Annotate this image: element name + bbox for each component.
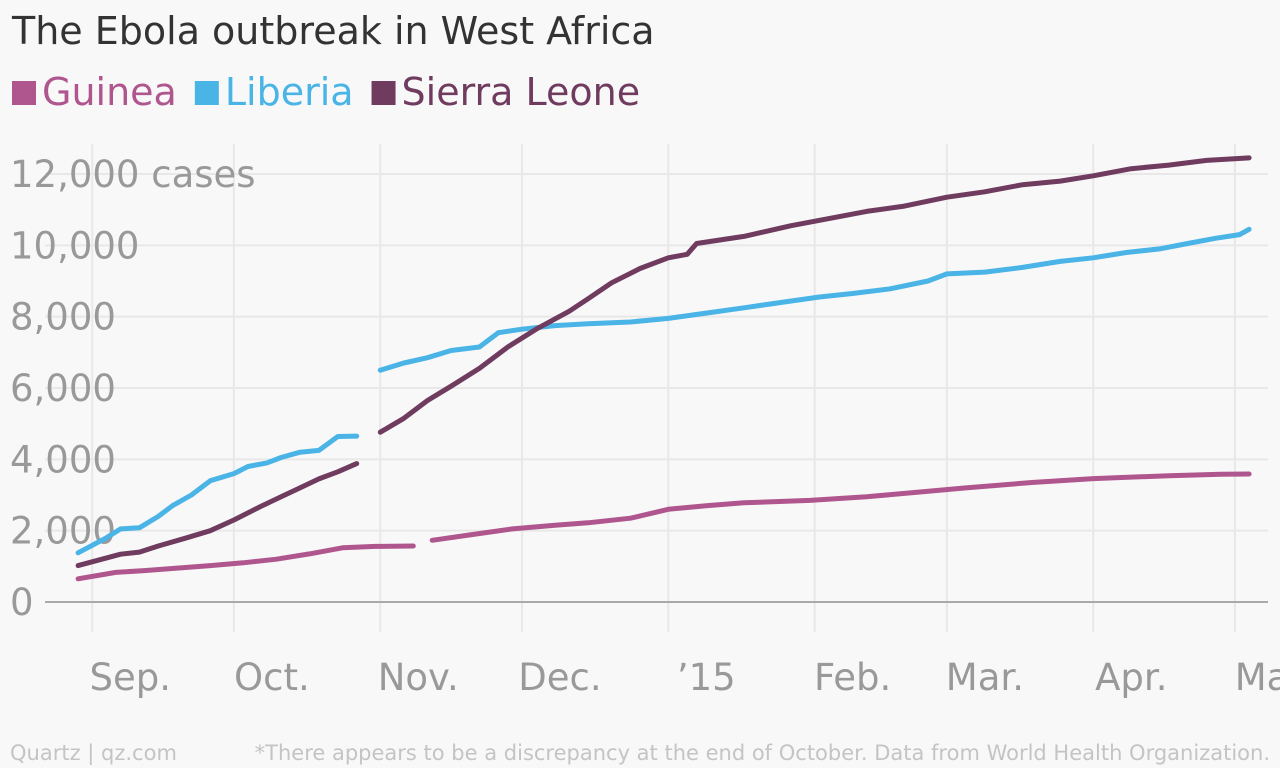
legend-swatch-1: [194, 81, 219, 105]
legend-swatch-0: [12, 81, 36, 105]
series-line-liberia-0: [75, 433, 360, 556]
x-tick-label-3: Dec.: [518, 656, 601, 699]
x-tick-label-4: ’15: [677, 656, 736, 699]
legend-label-2: Sierra Leone: [402, 70, 641, 114]
series-lines: [75, 155, 1252, 582]
x-tick-label-2: Nov.: [378, 656, 459, 699]
source-credit: Quartz | qz.com: [10, 741, 177, 766]
x-tick-label-7: Apr.: [1095, 656, 1167, 699]
x-tick-label-0: Sep.: [89, 656, 171, 699]
y-unit-label: cases: [139, 153, 255, 196]
y-tick-label-5: 10,000: [10, 224, 139, 267]
legend: Guinea Liberia Sierra Leone: [12, 70, 640, 114]
legend-label-1: Liberia: [225, 70, 354, 114]
series-line-sierra-leone-1: [377, 155, 1252, 435]
x-tick-labels: Sep. Oct. Nov. Dec. ’15 Feb. Mar. Apr. May: [89, 656, 1280, 699]
x-tick-label-6: Mar.: [946, 656, 1024, 699]
x-tick-label-5: Feb.: [814, 656, 891, 699]
series-line-liberia-1: [377, 226, 1252, 373]
footnote: *There appears to be a discrepancy at th…: [255, 741, 1270, 765]
chart-title: The Ebola outbreak in West Africa: [11, 9, 655, 53]
y-tick-label-1: 2,000: [10, 510, 116, 553]
y-tick-labels: 0 2,000 4,000 6,000 8,000 10,000 12,000 cases: [10, 153, 256, 624]
y-gridlines: [45, 173, 1268, 532]
y-tick-label-4: 8,000: [10, 296, 116, 339]
legend-swatch-2: [371, 81, 396, 105]
series-line-guinea-1: [429, 471, 1252, 543]
y-tick-label-6: 12,000 cases: [10, 153, 256, 196]
y-tick-label-2: 4,000: [10, 438, 116, 481]
y-tick-label-3: 6,000: [10, 367, 116, 410]
x-tick-label-8: May: [1235, 656, 1280, 699]
legend-label-0: Guinea: [42, 70, 177, 114]
series-line-guinea-0: [75, 543, 416, 582]
y-tick-label-0: 0: [10, 581, 34, 624]
series-line-sierra-leone-0: [75, 461, 360, 569]
x-tick-label-1: Oct.: [234, 656, 310, 699]
